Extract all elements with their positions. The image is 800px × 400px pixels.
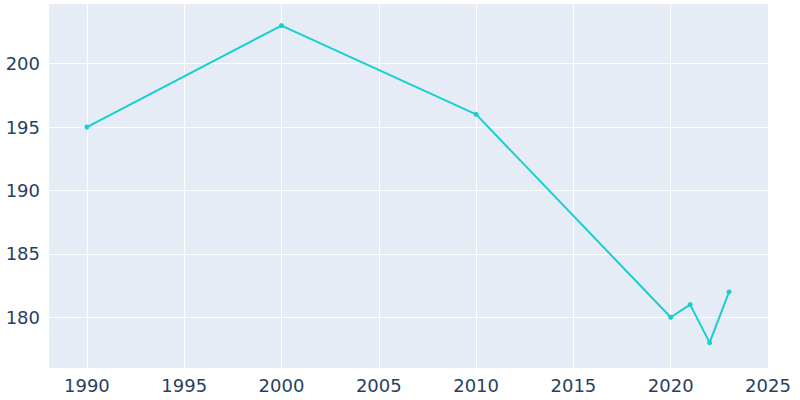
svg-text:2015: 2015 <box>550 375 596 396</box>
svg-text:180: 180 <box>6 307 40 328</box>
svg-text:185: 185 <box>6 243 40 264</box>
svg-text:1995: 1995 <box>161 375 207 396</box>
svg-text:195: 195 <box>6 117 40 138</box>
svg-text:2005: 2005 <box>356 375 402 396</box>
svg-text:200: 200 <box>6 53 40 74</box>
svg-text:2000: 2000 <box>259 375 305 396</box>
svg-text:2010: 2010 <box>453 375 499 396</box>
svg-text:1990: 1990 <box>64 375 110 396</box>
svg-text:2025: 2025 <box>745 375 791 396</box>
svg-text:190: 190 <box>6 180 40 201</box>
svg-text:2020: 2020 <box>648 375 694 396</box>
